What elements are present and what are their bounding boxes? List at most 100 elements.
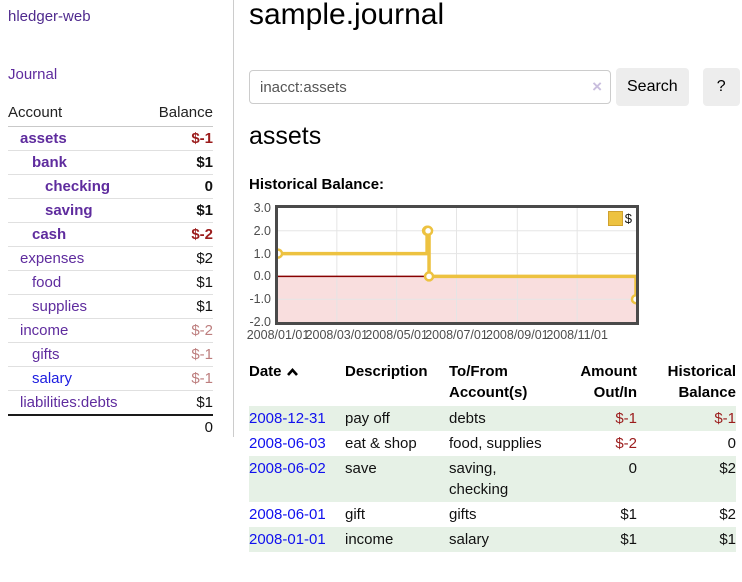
sidebar-account-row: supplies $1: [8, 295, 213, 319]
transaction-amount: 0: [628, 460, 637, 477]
sidebar-account-link[interactable]: income: [20, 322, 69, 339]
transaction-description: eat & shop: [345, 435, 417, 452]
y-axis-tick-label: 0.0: [253, 269, 271, 284]
search-button[interactable]: Search: [616, 68, 689, 106]
sidebar-account-link[interactable]: liabilities:debts: [20, 394, 118, 411]
search-input-wrapper: ×: [249, 70, 611, 104]
transaction-amount: $1: [620, 506, 637, 523]
account-name-cell: assets: [8, 127, 145, 151]
transaction-description: gift: [345, 506, 366, 523]
help-button[interactable]: ?: [702, 68, 740, 106]
transaction-balance: 0: [727, 435, 736, 452]
sidebar-account-row: liabilities:debts $1: [8, 391, 213, 416]
x-axis-tick-label: 2008/03/01: [305, 328, 369, 342]
account-name-cell: gifts: [8, 343, 145, 367]
accounts-header-row: Account Balance: [8, 101, 213, 127]
main-content: sample.journal × Search ? assets Histori…: [235, 0, 742, 582]
page-title: sample.journal: [249, 0, 445, 31]
sidebar-account-row: food $1: [8, 271, 213, 295]
sidebar-account-link[interactable]: supplies: [32, 298, 88, 315]
sidebar-account-row: salary $-1: [8, 367, 213, 391]
account-balance: $2: [196, 250, 213, 267]
register-row: 2008-06-02 save saving, checking 0 $2: [249, 456, 736, 502]
account-name-cell: salary: [8, 367, 145, 391]
sidebar-account-row: assets $-1: [8, 127, 213, 151]
transaction-date-link[interactable]: 2008-06-01: [249, 506, 326, 523]
search-form: × Search ?: [249, 68, 740, 106]
account-balance: 0: [204, 178, 213, 195]
account-balance: $-1: [191, 346, 213, 363]
transaction-date-link[interactable]: 2008-01-01: [249, 531, 326, 548]
x-axis-tick-label: 2008/05/01: [365, 328, 428, 342]
sidebar-account-link[interactable]: assets: [20, 130, 67, 147]
register-table: Date Description To/From Account(s) Amou…: [249, 358, 736, 552]
sidebar-accounts-body: assets $-1 bank $1 checking 0 saving $1 cash $-2 e…: [8, 127, 213, 416]
account-balance: $1: [196, 298, 213, 315]
sidebar-item-journal[interactable]: Journal: [8, 66, 58, 83]
sidebar-account-link[interactable]: salary: [32, 370, 73, 387]
transaction-balance: $2: [719, 506, 736, 523]
chart-legend: $: [607, 211, 632, 226]
account-balance: $1: [196, 154, 213, 171]
transaction-accounts: food, supplies: [449, 435, 542, 452]
clear-search-icon[interactable]: ×: [592, 77, 602, 97]
sidebar-account-row: saving $1: [8, 199, 213, 223]
transaction-date-cell: 2008-06-02: [249, 456, 345, 502]
register-row: 2008-06-01 gift gifts $1 $2: [249, 502, 736, 527]
sidebar-account-link[interactable]: food: [32, 274, 62, 291]
register-col-amount: Amount Out/In: [580, 363, 637, 401]
col-date-label: Date: [249, 363, 282, 380]
y-axis-tick-label: -2.0: [249, 315, 271, 329]
account-balance: $-1: [191, 370, 213, 387]
account-balance: $1: [196, 202, 213, 219]
account-name-cell: income: [8, 319, 145, 343]
transaction-date-cell: 2008-01-01: [249, 527, 345, 552]
register-col-date: Date: [249, 358, 345, 406]
transaction-description: pay off: [345, 410, 390, 427]
historical-balance-chart: 3.0 2.0 1.0 0.0 -1.0 -2.0 $ 2008/01/01 2008/03…: [246, 201, 741, 345]
register-col-accounts: To/From Account(s): [449, 363, 528, 401]
account-name-cell: expenses: [8, 247, 145, 271]
transaction-date-cell: 2008-12-31: [249, 406, 345, 431]
transaction-amount: $-2: [615, 435, 637, 452]
sidebar-account-link[interactable]: expenses: [20, 250, 85, 267]
accounts-total-row: 0: [8, 414, 213, 439]
transaction-accounts: salary: [449, 531, 490, 548]
account-balance: $-2: [191, 322, 213, 339]
transaction-date-cell: 2008-06-03: [249, 431, 345, 456]
search-input[interactable]: [249, 70, 611, 104]
account-name-cell: bank: [8, 151, 145, 175]
transaction-description: save: [345, 460, 377, 477]
register-body: 2008-12-31 pay off debts $-1 $-1 2008-06-03 ea…: [249, 406, 736, 552]
accounts-col-balance: Balance: [145, 101, 213, 127]
x-axis-tick-label: 2008/01/01: [246, 328, 310, 342]
account-name-cell: food: [8, 271, 145, 295]
sort-ascending-icon: [286, 368, 298, 376]
transaction-accounts: saving, checking: [449, 460, 509, 498]
transaction-date-link[interactable]: 2008-06-02: [249, 460, 326, 477]
sidebar-account-row: income $-2: [8, 319, 213, 343]
accounts-total-value: 0: [145, 414, 213, 439]
accounts-table: Account Balance assets $-1 bank $1 checking 0…: [8, 101, 213, 439]
sidebar-account-link[interactable]: saving: [45, 202, 93, 219]
register-row: 2008-06-03 eat & shop food, supplies $-2 0: [249, 431, 736, 456]
x-axis-tick-label: 2008/07/01: [425, 328, 488, 342]
sidebar-account-link[interactable]: bank: [32, 154, 68, 171]
accounts-col-account: Account: [8, 101, 146, 127]
y-axis-tick-label: 3.0: [253, 201, 271, 215]
x-axis-tick-label: 2008/11/01: [546, 328, 608, 342]
transaction-date-link[interactable]: 2008-12-31: [249, 410, 326, 427]
plot-area: $: [275, 205, 639, 325]
sidebar-account-link[interactable]: cash: [32, 226, 67, 243]
sidebar-account-link[interactable]: gifts: [32, 346, 60, 363]
brand-link[interactable]: hledger-web: [8, 8, 91, 25]
chart-svg: [278, 208, 636, 322]
sidebar-account-row: gifts $-1: [8, 343, 213, 367]
account-name-cell: cash: [8, 223, 145, 247]
sidebar-account-link[interactable]: checking: [45, 178, 111, 195]
transaction-date-link[interactable]: 2008-06-03: [249, 435, 326, 452]
transaction-amount: $-1: [615, 410, 637, 427]
y-axis-tick-label: 1.0: [253, 246, 271, 261]
sidebar-account-row: bank $1: [8, 151, 213, 175]
account-name-cell: saving: [8, 199, 145, 223]
